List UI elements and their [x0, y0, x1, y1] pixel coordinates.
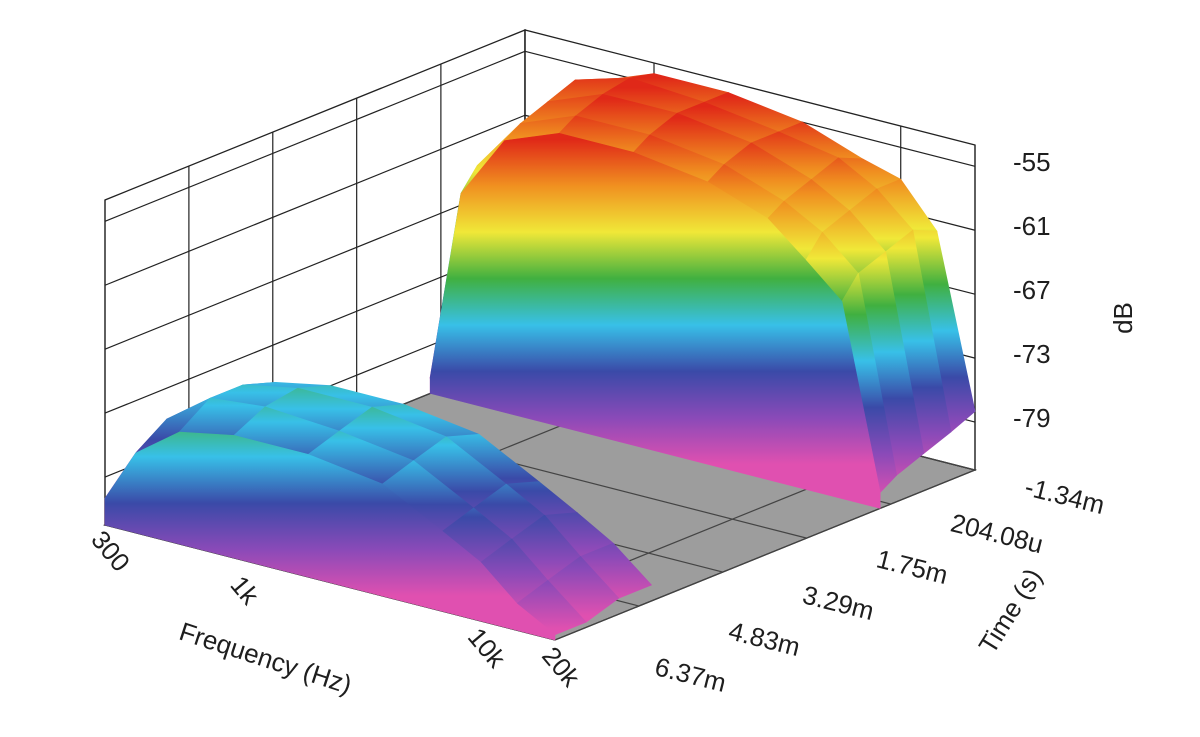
y-tick-label: 1.75m — [874, 544, 951, 591]
y-tick-label: 4.83m — [726, 615, 803, 662]
z-axis-title: dB — [1108, 302, 1138, 334]
z-tick-label: -61 — [1013, 211, 1051, 241]
z-tick-label: -55 — [1013, 147, 1051, 177]
y-tick-label: 3.29m — [800, 579, 877, 626]
surface-front-face — [104, 431, 556, 641]
x-axis-title: Frequency (Hz) — [176, 616, 356, 700]
x-tick-label: 300 — [85, 525, 136, 578]
x-tick-label: 10k — [462, 622, 513, 674]
y-tick-label: -1.34m — [1022, 471, 1108, 520]
y-axis-title: Time (s) — [972, 563, 1047, 659]
z-tick-label: -79 — [1013, 403, 1051, 433]
z-tick-label: -67 — [1013, 275, 1051, 305]
surface — [104, 73, 976, 641]
surface-front-face — [429, 132, 881, 509]
left-grid-line — [104, 50, 526, 222]
x-tick-label: 1k — [224, 570, 265, 611]
left-grid-line — [104, 114, 526, 286]
y-tick-label: 204.08u — [948, 507, 1046, 559]
x-tick-label: 20k — [536, 641, 587, 693]
left-grid-line — [104, 178, 526, 350]
floor-grid-line — [554, 469, 976, 641]
y-tick-label: 6.37m — [652, 651, 729, 698]
z-tick-label: -73 — [1013, 339, 1051, 369]
